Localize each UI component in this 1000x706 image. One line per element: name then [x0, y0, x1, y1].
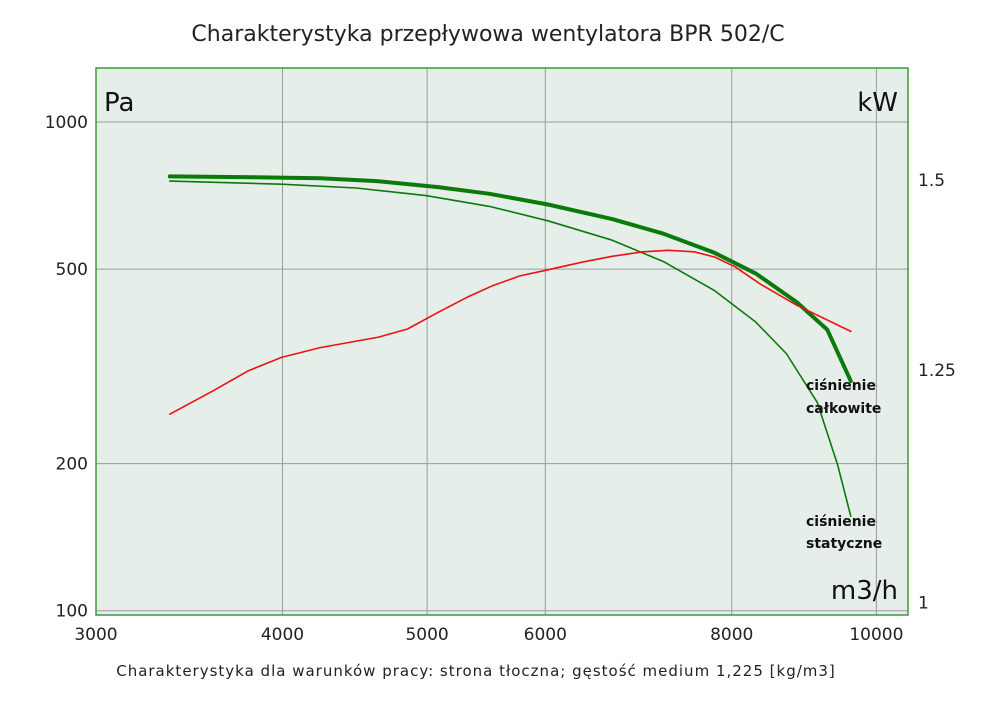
series-label-total: ciśnienie całkowite	[806, 378, 881, 417]
x-tick-label: 10000	[849, 625, 903, 645]
x-tick-label: 5000	[405, 625, 448, 645]
chart-footer-note: Charakterystyka dla warunków pracy: stro…	[116, 662, 836, 680]
y2-tick-label: 1	[918, 593, 929, 613]
series-line-0	[167, 174, 853, 384]
x-tick-label: 8000	[710, 625, 753, 645]
series-label-static-line1: ciśnienie	[806, 514, 876, 530]
plot-area	[96, 68, 908, 615]
series-label-total-line1: ciśnienie	[806, 378, 876, 394]
x-tick-label: 4000	[261, 625, 304, 645]
series-line-2	[169, 249, 852, 416]
y-tick-label: 100	[56, 602, 88, 622]
series-label-static: ciśnienie statyczne	[806, 514, 882, 552]
y2-axis-label: kW	[857, 88, 898, 118]
tick-labels: 3000 4000 5000 6000 8000 10000 100 200 500 1000 1 1…	[45, 113, 956, 645]
series-line-1	[169, 180, 852, 518]
y-tick-label: 500	[56, 260, 88, 280]
y2-tick-label: 1.25	[918, 361, 956, 381]
y-axis-label: Pa	[104, 88, 134, 118]
y-tick-label: 1000	[45, 113, 88, 133]
x-tick-label: 6000	[524, 625, 567, 645]
x-tick-label: 3000	[74, 625, 117, 645]
series-lines	[167, 174, 853, 518]
plot-frame	[95, 67, 909, 616]
chart-title: Charakterystyka przepływowa wentylatora …	[191, 22, 784, 47]
x-axis-label: m3/h	[831, 576, 898, 606]
y-tick-label: 200	[56, 455, 88, 475]
series-label-static-line2: statyczne	[806, 536, 882, 552]
series-label-total-line2: całkowite	[806, 401, 881, 417]
grid-lines	[96, 68, 908, 615]
y2-tick-label: 1.5	[918, 171, 945, 191]
